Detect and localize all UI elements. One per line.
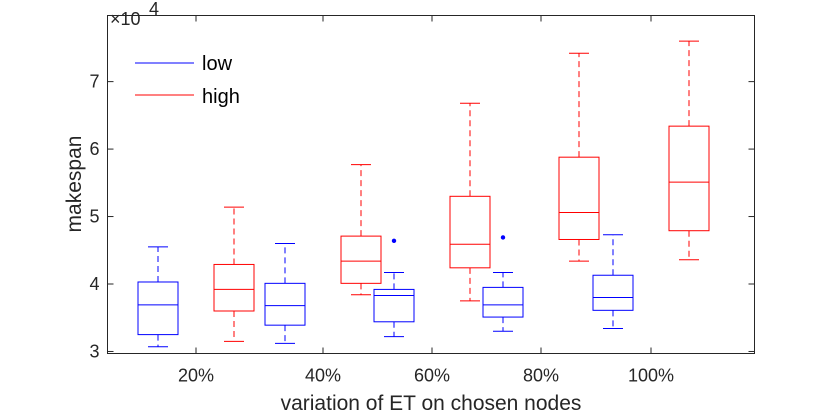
x-tick-label: 80% <box>523 366 559 386</box>
y-tick-label: 5 <box>89 207 99 227</box>
x-tick-label: 60% <box>414 366 450 386</box>
box-iqr <box>373 288 415 323</box>
legend-label-low: low <box>202 53 233 75</box>
y-axis-exponent-power: 4 <box>149 0 159 19</box>
box-iqr <box>137 281 179 336</box>
legend-label-high: high <box>202 86 240 108</box>
y-tick-label: 3 <box>89 341 99 361</box>
box-iqr <box>213 263 255 312</box>
box-low-20% <box>137 246 179 348</box>
y-axis-ticks: 3 4 5 6 7 <box>89 72 755 361</box>
x-tick-label: 100% <box>628 366 674 386</box>
y-tick-label: 7 <box>89 72 99 92</box>
y-axis-exponent-base: ×10 <box>110 9 141 29</box>
box-low-80% <box>482 235 524 332</box>
box-low-60% <box>373 238 415 338</box>
y-axis-label: makespan <box>63 136 86 233</box>
x-axis-ticks: 20% 40% 60% 80% 100% <box>178 15 674 386</box>
box-high-60% <box>449 102 491 302</box>
box-iqr <box>449 195 491 269</box>
box-iqr <box>558 156 600 240</box>
box-iqr <box>340 235 382 284</box>
outlier-point <box>500 235 506 240</box>
x-tick-label: 20% <box>178 366 214 386</box>
box-low-100% <box>592 234 634 330</box>
box-iqr <box>592 274 634 311</box>
x-tick-label: 40% <box>305 366 341 386</box>
box-low-40% <box>264 243 306 344</box>
legend: low high <box>135 53 240 108</box>
box-high-40% <box>340 164 382 296</box>
box-high-20% <box>213 206 255 342</box>
x-axis-label: variation of ET on chosen nodes <box>281 392 582 415</box>
plot-content <box>137 40 710 348</box>
plot-frame <box>107 15 755 354</box>
box-high-80% <box>558 52 600 262</box>
outlier-point <box>391 238 397 244</box>
y-tick-label: 4 <box>89 274 99 294</box>
box-high-100% <box>668 40 710 261</box>
box-iqr <box>482 286 524 318</box>
box-iqr <box>668 125 710 232</box>
box-iqr <box>264 282 306 326</box>
y-tick-label: 6 <box>89 139 99 159</box>
